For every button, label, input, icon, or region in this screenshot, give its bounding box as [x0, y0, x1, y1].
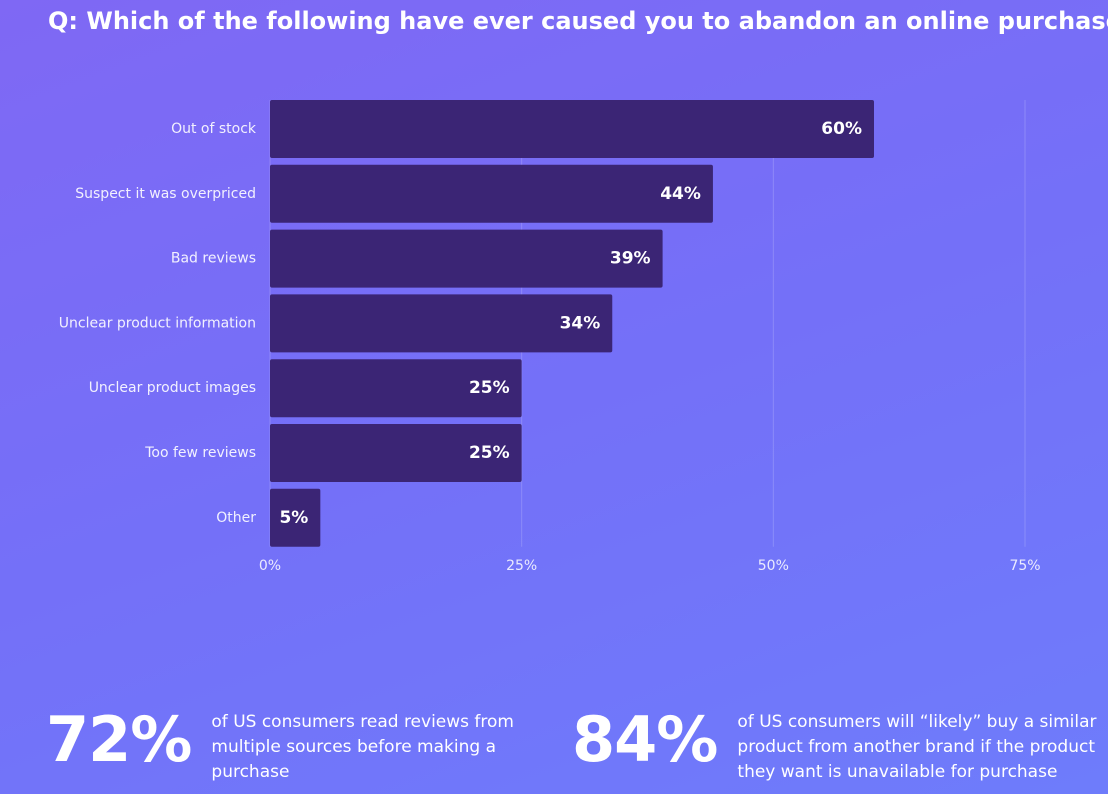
value-label: 25%: [469, 443, 510, 463]
x-tick-label: 50%: [758, 558, 789, 574]
stat: 72% of US consumers read reviews from mu…: [46, 706, 551, 785]
value-label: 5%: [279, 508, 308, 528]
y-tick-label: Unclear product images: [89, 380, 256, 396]
bar: [270, 359, 522, 418]
stat-text: of US consumers will “likely” buy a simi…: [737, 712, 1097, 782]
value-label: 44%: [660, 184, 701, 204]
bar: [270, 294, 613, 353]
bar: [270, 100, 874, 158]
y-tick-label: Out of stock: [171, 121, 257, 137]
x-tick-label: 25%: [506, 558, 537, 574]
stat-figure: 84%: [572, 703, 718, 776]
bar: [270, 424, 522, 482]
stat-text: of US consumers read reviews from multip…: [211, 712, 514, 782]
value-label: 34%: [560, 313, 601, 333]
value-label: 39%: [610, 249, 651, 269]
y-tick-label: Other: [216, 510, 256, 526]
chart-title: Q: Which of the following have ever caus…: [48, 7, 1108, 35]
x-tick-label: 0%: [259, 558, 281, 574]
value-label: 60%: [821, 119, 862, 139]
y-tick-label: Too few reviews: [144, 445, 256, 461]
bar: [270, 488, 321, 547]
bar: [270, 229, 663, 288]
chart: Q: Which of the following have ever caus…: [48, 7, 1108, 574]
stat: 84% of US consumers will “likely” buy a …: [572, 706, 1108, 785]
y-tick-label: Bad reviews: [171, 251, 256, 267]
value-label: 25%: [469, 378, 510, 398]
y-tick-label: Suspect it was overpriced: [75, 186, 256, 202]
x-tick-label: 75%: [1009, 558, 1040, 574]
y-tick-label: Unclear product information: [59, 315, 256, 331]
stat-figure: 72%: [46, 703, 192, 776]
bar: [270, 164, 713, 223]
